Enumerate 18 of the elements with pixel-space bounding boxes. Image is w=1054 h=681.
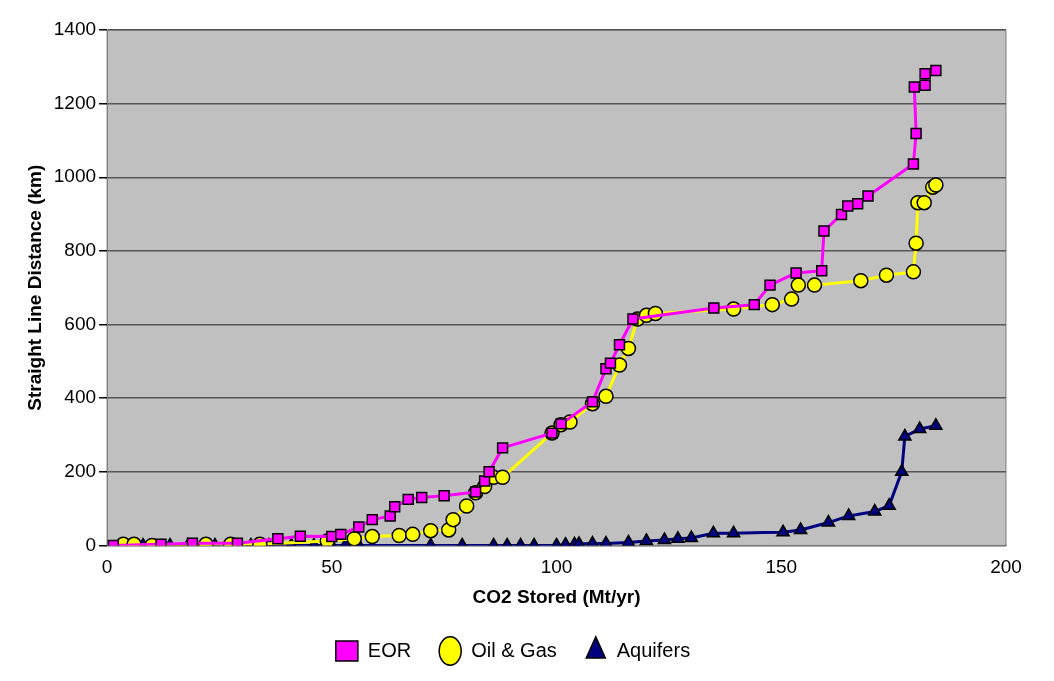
y-tick-label: 800 <box>64 239 97 261</box>
legend-label: EOR <box>367 638 412 661</box>
x-tick-label: 50 <box>321 556 343 578</box>
x-tick-label: 200 <box>990 556 1022 578</box>
y-tick-label: 400 <box>64 386 97 408</box>
x-tick-label: 0 <box>101 556 113 578</box>
x-tick-label: 150 <box>765 556 798 578</box>
y-tick-label: 600 <box>64 312 97 334</box>
legend-label: Aquifers <box>616 638 691 661</box>
y-tick-label: 1000 <box>53 165 97 187</box>
y-tick-label: 1400 <box>53 18 97 40</box>
x-axis-title: CO2 Stored (Mt/yr) <box>472 585 641 607</box>
x-tick-label: 100 <box>540 556 573 578</box>
y-axis-title: Straight Line Distance (km) <box>23 164 45 411</box>
legend-label: Oil & Gas <box>471 638 557 661</box>
y-tick-label: 1200 <box>53 91 97 113</box>
y-tick-label: 0 <box>85 533 97 555</box>
y-tick-label: 200 <box>64 460 97 482</box>
